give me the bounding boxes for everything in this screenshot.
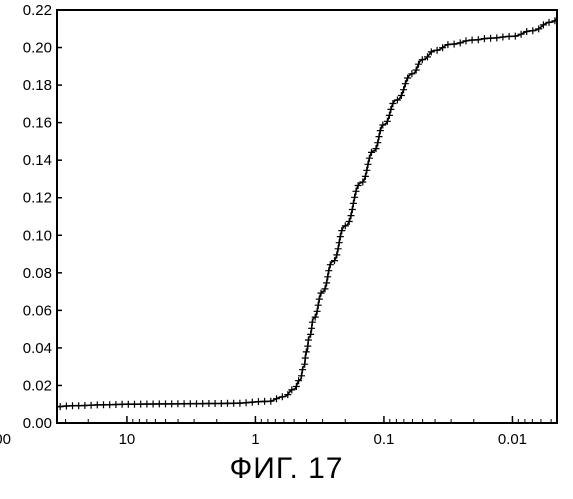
y-tick-label: 0.14: [23, 152, 52, 169]
data-point-marker: [487, 35, 494, 42]
data-point-marker: [181, 400, 188, 407]
data-point-marker: [304, 343, 311, 350]
y-tick-label: 0.02: [23, 377, 52, 394]
figure-caption: ФИГ. 17: [0, 452, 573, 486]
data-point-marker: [336, 239, 343, 246]
data-point-marker: [168, 400, 175, 407]
y-tick-label: 0.22: [23, 2, 52, 19]
x-tick-label: 0.1: [373, 431, 394, 448]
data-point-marker: [230, 400, 237, 407]
data-point-marker: [187, 400, 194, 407]
x-axis: 100 10 1 0.1 0.01: [0, 416, 551, 448]
plot-frame: [57, 10, 557, 423]
series-line: [0, 14, 564, 423]
data-point-marker: [475, 36, 482, 43]
data-point-marker: [350, 200, 357, 207]
data-point-marker: [335, 245, 342, 252]
data-point-marker: [81, 402, 88, 409]
x-tick-label: 0.01: [498, 431, 527, 448]
data-point-marker: [249, 399, 256, 406]
x-tick-label: 1: [251, 431, 259, 448]
data-point-marker: [88, 402, 95, 409]
data-point-marker: [529, 27, 536, 34]
data-point-marker: [302, 355, 309, 362]
data-point-marker: [193, 400, 200, 407]
data-point-marker: [119, 401, 126, 408]
data-point-marker: [112, 401, 119, 408]
y-tick-label: 0.06: [23, 302, 52, 319]
data-point-marker: [156, 400, 163, 407]
data-point-marker: [444, 41, 451, 48]
y-tick-label: 0.08: [23, 265, 52, 282]
data-point-marker: [351, 194, 358, 201]
data-point-marker: [499, 34, 506, 41]
data-point-marker: [243, 399, 250, 406]
data-point-marker: [481, 35, 488, 42]
data-point-marker: [162, 400, 169, 407]
data-point-marker: [137, 401, 144, 408]
data-point-marker: [212, 400, 219, 407]
data-point-marker: [100, 401, 107, 408]
x-tick-label: 10: [119, 431, 136, 448]
y-tick-label: 0.16: [23, 115, 52, 132]
data-point-marker: [174, 400, 181, 407]
data-point-marker: [338, 227, 345, 234]
data-point-marker: [261, 398, 268, 405]
data-point-marker: [205, 400, 212, 407]
data-point-marker: [199, 400, 206, 407]
plot-area: 0.00 0.02 0.04 0.06 0.08 0.10 0.12 0.14 0.16 0.18…: [0, 2, 564, 448]
data-point-marker: [75, 402, 82, 409]
data-point-marker: [94, 401, 101, 408]
data-point-marker: [363, 167, 370, 174]
data-point-marker: [365, 161, 372, 168]
data-point-marker: [451, 41, 458, 48]
y-tick-label: 0.10: [23, 227, 52, 244]
data-point-marker: [224, 400, 231, 407]
data-point-marker: [469, 37, 476, 44]
data-point-marker: [506, 33, 513, 40]
data-point-marker: [131, 401, 138, 408]
data-point-marker: [150, 401, 157, 408]
data-point-marker: [315, 302, 322, 309]
data-point-marker: [323, 279, 330, 286]
data-point-marker: [493, 34, 500, 41]
data-point-marker: [69, 402, 76, 409]
y-tick-label: 0.18: [23, 77, 52, 94]
data-point-marker: [236, 400, 243, 407]
data-point-marker: [374, 139, 381, 146]
y-tick-label: 0.20: [23, 40, 52, 57]
data-point-marker: [337, 233, 344, 240]
data-point-marker: [255, 398, 262, 405]
data-point-marker: [125, 401, 132, 408]
data-point-marker: [308, 325, 315, 332]
y-tick-label: 0.04: [23, 340, 52, 357]
data-point-marker: [349, 206, 356, 213]
data-point-marker: [303, 348, 310, 355]
data-point-marker: [325, 267, 332, 274]
x-tick-label: 100: [0, 431, 11, 448]
data-point-marker: [106, 401, 113, 408]
y-tick-label: 0.12: [23, 190, 52, 207]
data-point-marker: [324, 273, 331, 280]
data-point-marker: [348, 212, 355, 219]
data-point-marker: [143, 401, 150, 408]
data-point-marker: [316, 296, 323, 303]
data-point-marker: [63, 403, 70, 410]
data-point-marker: [376, 133, 383, 140]
y-tick-label: 0.00: [23, 415, 52, 432]
data-point-marker: [218, 400, 225, 407]
data-point-marker: [346, 218, 353, 225]
